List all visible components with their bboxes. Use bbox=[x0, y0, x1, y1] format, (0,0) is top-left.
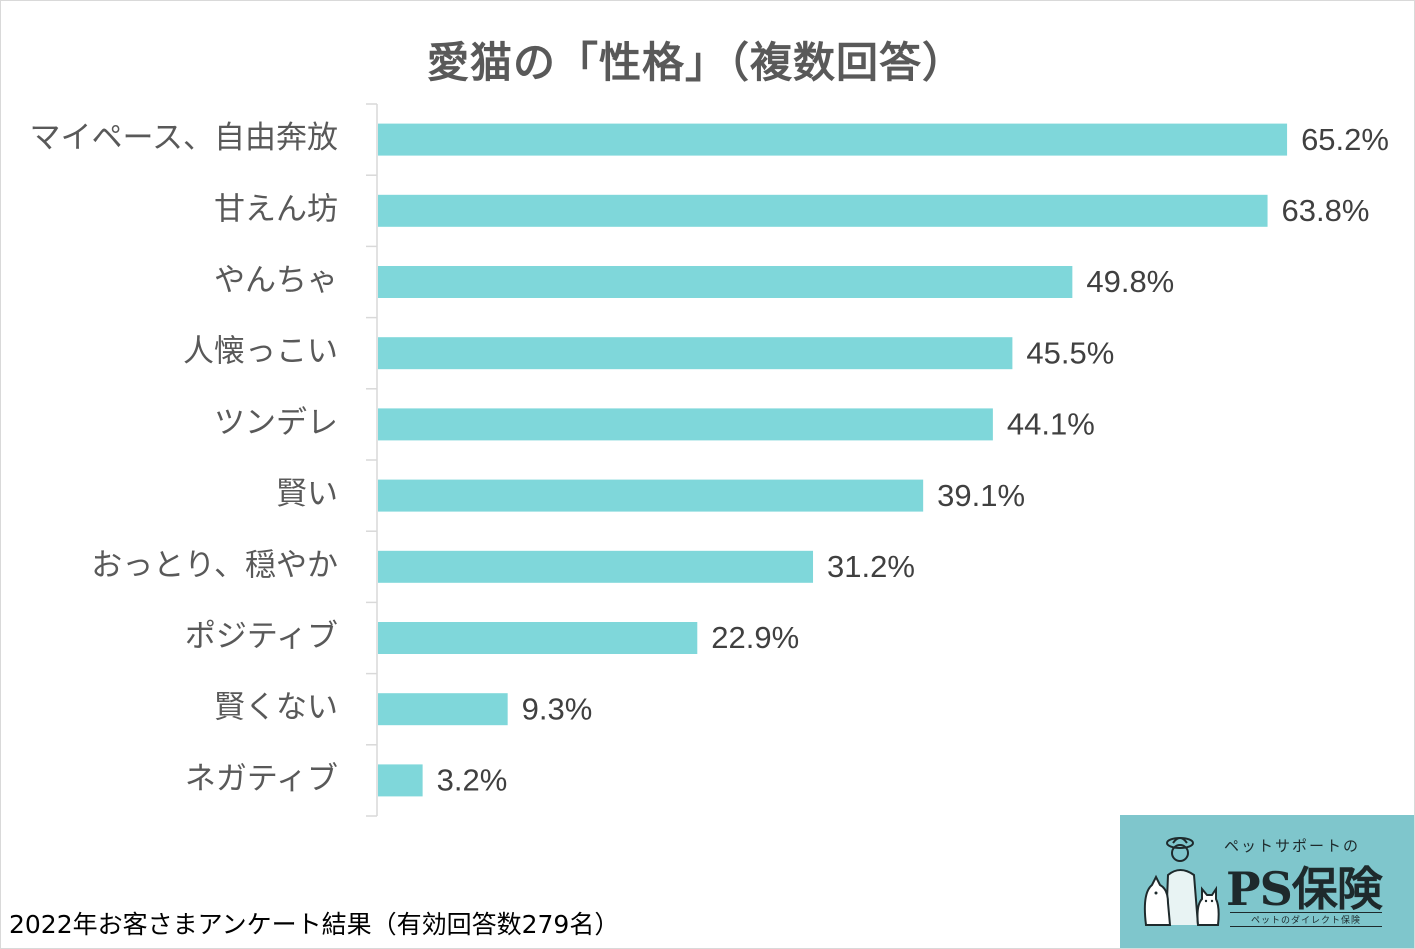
data-label: 9.3% bbox=[522, 691, 593, 726]
owner-dog-cat-icon bbox=[1143, 837, 1220, 926]
bar bbox=[378, 194, 1268, 227]
bar bbox=[378, 764, 423, 797]
category-tick-label: おっとり、穏やか bbox=[91, 547, 338, 583]
data-label: 63.8% bbox=[1282, 193, 1370, 228]
category-tick-label: やんちゃ bbox=[214, 263, 338, 299]
logo-subtitle: ペットのダイレクト保険 bbox=[1230, 912, 1382, 927]
data-label: 45.5% bbox=[1026, 335, 1114, 370]
data-label: 39.1% bbox=[937, 478, 1025, 513]
category-tick-label: マイペース、自由奔放 bbox=[30, 120, 338, 156]
bar-chart: マイペース、自由奔放 65.2% 甘えん坊 63.8% やんちゃ 49.8% 人懐っこい 45… bbox=[30, 103, 1389, 817]
category-tick-label: ネガティブ bbox=[185, 761, 338, 797]
logo-name: PS保険 bbox=[1226, 862, 1383, 916]
data-label: 31.2% bbox=[827, 549, 915, 584]
bar bbox=[378, 266, 1073, 298]
category-tick-label: 甘えん坊 bbox=[214, 191, 338, 227]
category-tick-label: 人懐っこい bbox=[183, 334, 338, 370]
bar bbox=[378, 337, 1013, 370]
category-tick-label: ツンデレ bbox=[214, 405, 338, 441]
survey-footnote: 2022年お客さまアンケート結果（有効回答数279名） bbox=[9, 910, 620, 939]
category-tick-label: 賢い bbox=[276, 476, 338, 512]
brand-logo: ペットサポートの PS保険 ペットのダイレクト保険 bbox=[1120, 815, 1414, 948]
bar bbox=[378, 550, 814, 583]
bar bbox=[378, 622, 698, 654]
data-label: 49.8% bbox=[1086, 264, 1174, 299]
category-tick-label: 賢くない bbox=[214, 690, 338, 726]
bar bbox=[378, 123, 1288, 156]
data-label: 22.9% bbox=[711, 620, 799, 655]
bar bbox=[378, 693, 508, 726]
chart-title: 愛猫の「性格」（複数回答） bbox=[426, 38, 965, 87]
bar bbox=[378, 479, 924, 512]
data-label: 65.2% bbox=[1301, 122, 1389, 157]
category-tick-label: ポジティブ bbox=[185, 619, 338, 655]
logo-tagline: ペットサポートの bbox=[1224, 837, 1361, 855]
bar bbox=[378, 408, 993, 441]
data-label: 44.1% bbox=[1007, 407, 1095, 442]
data-label: 3.2% bbox=[437, 763, 508, 798]
